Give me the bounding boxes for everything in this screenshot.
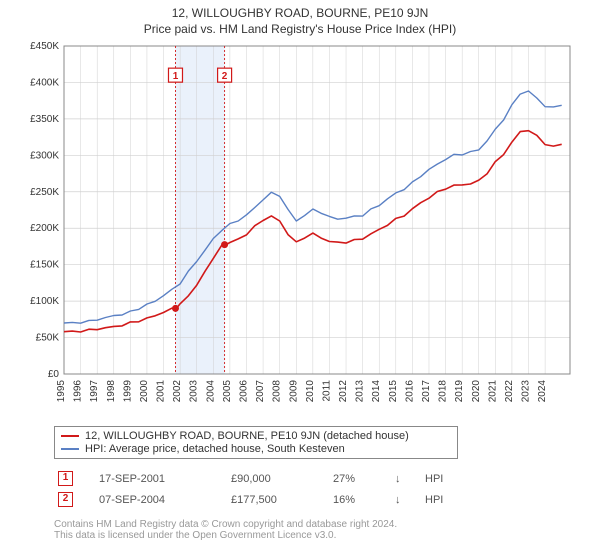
- svg-text:2016: 2016: [404, 380, 415, 403]
- svg-text:1: 1: [173, 71, 179, 82]
- legend-swatch-hpi: [61, 448, 79, 450]
- legend-label-property: 12, WILLOUGHBY ROAD, BOURNE, PE10 9JN (d…: [85, 430, 409, 443]
- sale-date: 17-SEP-2001: [99, 469, 229, 488]
- price-chart: £0 £50K £100K £150K £200K £250K £300K £350K £400…: [20, 42, 580, 422]
- svg-text:£200K: £200K: [30, 223, 59, 234]
- svg-text:1996: 1996: [73, 380, 84, 403]
- svg-text:£400K: £400K: [30, 77, 59, 88]
- sale-marker-icon: 1: [58, 471, 73, 486]
- svg-text:2012: 2012: [338, 380, 349, 403]
- legend-swatch-property: [61, 435, 79, 437]
- svg-text:2009: 2009: [288, 380, 299, 403]
- svg-text:£300K: £300K: [30, 150, 59, 161]
- svg-text:2022: 2022: [504, 380, 515, 403]
- svg-text:£150K: £150K: [30, 260, 59, 271]
- svg-text:2024: 2024: [537, 380, 548, 403]
- svg-text:2000: 2000: [139, 380, 150, 403]
- sale-arrow-icon: ↓: [395, 490, 423, 509]
- sale-price: £177,500: [231, 490, 331, 509]
- legend-row-hpi: HPI: Average price, detached house, Sout…: [61, 443, 451, 456]
- sale-vs: HPI: [425, 490, 453, 509]
- svg-text:£450K: £450K: [30, 42, 59, 52]
- legend: 12, WILLOUGHBY ROAD, BOURNE, PE10 9JN (d…: [54, 426, 458, 459]
- svg-text:2005: 2005: [222, 380, 233, 403]
- svg-text:2008: 2008: [272, 380, 283, 403]
- svg-text:2010: 2010: [305, 380, 316, 403]
- svg-text:2023: 2023: [521, 380, 532, 403]
- svg-text:2020: 2020: [471, 380, 482, 403]
- svg-text:£100K: £100K: [30, 296, 59, 307]
- svg-text:2018: 2018: [438, 380, 449, 403]
- svg-text:£0: £0: [48, 369, 60, 380]
- svg-text:2019: 2019: [454, 380, 465, 403]
- svg-text:2001: 2001: [156, 380, 167, 403]
- svg-text:2021: 2021: [487, 380, 498, 403]
- svg-text:2002: 2002: [172, 380, 183, 403]
- svg-text:2007: 2007: [255, 380, 266, 403]
- sale-marker-icon: 2: [58, 492, 73, 507]
- sale-date: 07-SEP-2004: [99, 490, 229, 509]
- sale-vs: HPI: [425, 469, 453, 488]
- sales-table: 1 17-SEP-2001£90,00027%↓HPI 2 07-SEP-2004£1…: [54, 467, 455, 511]
- svg-text:2004: 2004: [205, 380, 216, 403]
- sale-arrow-icon: ↓: [395, 469, 423, 488]
- sale-price: £90,000: [231, 469, 331, 488]
- sale-row: 1 17-SEP-2001£90,00027%↓HPI: [56, 469, 453, 488]
- svg-text:2006: 2006: [238, 380, 249, 403]
- svg-text:2014: 2014: [371, 380, 382, 403]
- svg-text:2011: 2011: [321, 380, 332, 402]
- svg-text:1995: 1995: [56, 380, 67, 403]
- svg-text:2013: 2013: [355, 380, 366, 403]
- footer-line-1: Contains HM Land Registry data © Crown c…: [54, 519, 590, 530]
- footer-note: Contains HM Land Registry data © Crown c…: [54, 519, 590, 541]
- legend-row-property: 12, WILLOUGHBY ROAD, BOURNE, PE10 9JN (d…: [61, 430, 451, 443]
- svg-text:£250K: £250K: [30, 187, 59, 198]
- svg-text:£50K: £50K: [36, 333, 60, 344]
- svg-text:£350K: £350K: [30, 114, 59, 125]
- legend-label-hpi: HPI: Average price, detached house, Sout…: [85, 443, 345, 456]
- svg-text:1997: 1997: [89, 380, 100, 403]
- sale-pct: 27%: [333, 469, 393, 488]
- svg-text:2003: 2003: [189, 380, 200, 403]
- svg-text:2015: 2015: [388, 380, 399, 403]
- sale-row: 2 07-SEP-2004£177,50016%↓HPI: [56, 490, 453, 509]
- sale-pct: 16%: [333, 490, 393, 509]
- svg-text:2017: 2017: [421, 380, 432, 403]
- footer-line-2: This data is licensed under the Open Gov…: [54, 530, 590, 541]
- svg-text:1998: 1998: [106, 380, 117, 403]
- svg-text:2: 2: [222, 71, 228, 82]
- svg-text:1999: 1999: [122, 380, 133, 403]
- chart-subtitle: Price paid vs. HM Land Registry's House …: [10, 22, 590, 36]
- address-line: 12, WILLOUGHBY ROAD, BOURNE, PE10 9JN: [10, 6, 590, 20]
